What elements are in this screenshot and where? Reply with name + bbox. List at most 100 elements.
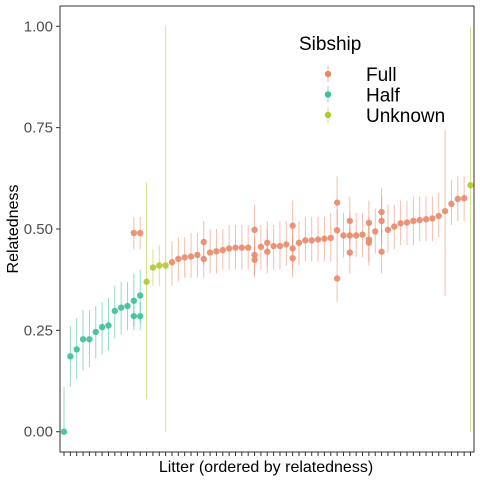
data-point-half	[111, 307, 119, 315]
data-point-half	[137, 312, 144, 320]
data-point-full	[270, 242, 277, 250]
data-point-full	[333, 275, 341, 282]
y-tick-label: 1.00	[24, 18, 53, 35]
data-point-full	[308, 237, 315, 244]
legend-key-full	[324, 70, 332, 78]
data-point-full	[441, 207, 449, 215]
data-point-full	[137, 229, 144, 237]
legend-title: Sibship	[299, 34, 361, 55]
data-point-full	[372, 228, 379, 235]
data-point-full	[422, 216, 430, 223]
data-point-full	[181, 254, 188, 261]
legend-label-unknown: Unknown	[366, 106, 445, 127]
data-point-half	[130, 297, 138, 304]
data-point-half	[79, 336, 87, 343]
data-point-full	[429, 215, 436, 222]
data-point-full	[416, 216, 423, 224]
data-point-full	[346, 217, 354, 225]
data-point-full	[206, 249, 214, 256]
data-point-unknown	[162, 262, 169, 269]
data-point-full	[448, 200, 455, 208]
data-point-unknown	[143, 278, 150, 285]
data-point-half	[137, 292, 144, 299]
data-point-full	[283, 241, 290, 248]
y-tick-label: 0.00	[24, 424, 53, 441]
data-point-full	[238, 244, 246, 251]
data-points	[60, 182, 474, 435]
data-point-full	[435, 212, 442, 220]
data-point-full	[378, 248, 385, 255]
data-point-half	[117, 304, 125, 311]
data-point-half	[130, 312, 138, 320]
x-axis-title: Litter (ordered by relatedness)	[159, 459, 373, 476]
data-point-full	[130, 229, 138, 237]
data-point-full	[346, 232, 354, 239]
data-point-half	[67, 353, 74, 360]
data-point-full	[219, 246, 226, 254]
data-point-full	[403, 219, 411, 226]
data-point-full	[454, 195, 461, 203]
data-point-half	[73, 346, 80, 353]
data-point-full	[384, 226, 392, 234]
legend-label-half: Half	[366, 86, 401, 107]
data-point-full	[200, 238, 207, 246]
data-point-full	[410, 217, 417, 225]
y-axis: 0.00 0.25 0.50 0.75 1.00	[24, 18, 60, 441]
data-point-full	[232, 244, 239, 251]
data-point-full	[168, 259, 176, 266]
data-point-full	[251, 226, 258, 234]
data-point-full	[213, 248, 220, 255]
data-point-half	[60, 428, 68, 435]
data-point-full	[289, 254, 296, 262]
legend-label-full: Full	[366, 65, 397, 86]
data-point-full	[327, 234, 334, 242]
data-point-full	[365, 239, 373, 246]
data-point-full	[225, 245, 233, 252]
data-point-full	[378, 217, 385, 225]
data-point-full	[333, 227, 341, 234]
data-point-full	[359, 231, 366, 238]
data-point-full	[244, 244, 252, 251]
data-point-full	[352, 232, 360, 239]
data-point-full	[187, 253, 195, 260]
data-point-half	[105, 322, 112, 329]
data-point-full	[391, 223, 398, 230]
data-point-full	[289, 222, 296, 229]
data-point-full	[295, 239, 303, 246]
data-point-full	[200, 255, 207, 263]
data-point-full	[257, 243, 265, 251]
y-tick-label: 0.50	[24, 221, 53, 238]
legend-key-half	[324, 91, 332, 98]
data-point-full	[175, 255, 182, 263]
data-point-unknown	[156, 262, 163, 269]
data-point-unknown	[149, 264, 157, 271]
data-point-half	[124, 302, 131, 310]
y-tick-label: 0.75	[24, 120, 53, 137]
legend-key-unknown	[324, 111, 332, 119]
data-point-full	[251, 251, 258, 259]
y-tick-label: 0.25	[24, 322, 53, 339]
data-point-half	[98, 323, 106, 331]
data-point-full	[346, 249, 354, 256]
data-point-unknown	[467, 182, 474, 189]
data-point-full	[276, 242, 284, 250]
data-point-full	[264, 248, 271, 255]
data-point-full	[340, 232, 347, 239]
data-point-full	[397, 220, 404, 227]
x-axis	[63, 452, 471, 456]
y-axis-title: Relatedness	[5, 185, 22, 274]
data-point-full	[302, 237, 309, 244]
data-point-half	[92, 328, 99, 336]
data-point-full	[314, 236, 322, 243]
data-point-full	[194, 251, 201, 259]
data-point-full	[264, 239, 271, 246]
data-point-full	[321, 235, 328, 242]
data-point-full	[289, 245, 296, 252]
data-point-full	[365, 219, 373, 227]
data-point-full	[378, 208, 385, 216]
data-point-full	[251, 256, 258, 264]
